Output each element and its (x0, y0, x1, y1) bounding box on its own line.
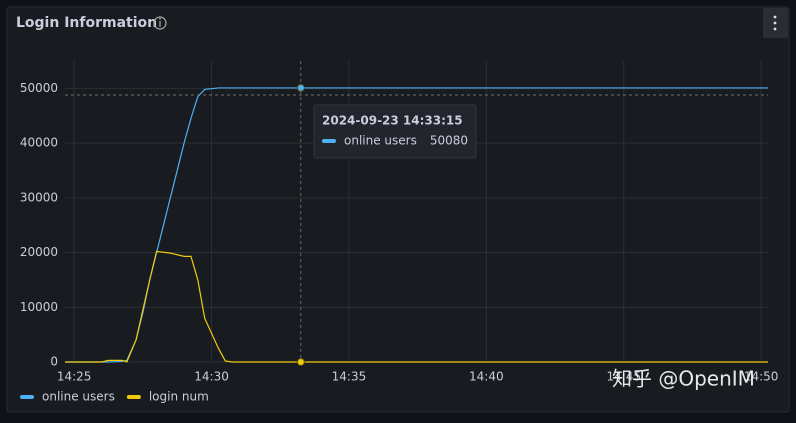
hover-point (296, 358, 305, 366)
tooltip-time: 2024-09-23 14:33:15 (322, 114, 463, 128)
x-tick-label: 14:45 (606, 370, 641, 384)
series-line (65, 87, 768, 363)
panel-title: Login Information (16, 15, 157, 31)
legend-swatch (126, 395, 141, 399)
hover-point (296, 83, 305, 92)
tooltip-value: 50080 (430, 134, 468, 148)
x-tick-label: 14:30 (194, 370, 229, 384)
legend-swatch (20, 395, 34, 399)
y-tick-label: 0 (50, 355, 58, 369)
x-tick-label: 14:40 (469, 370, 504, 384)
tooltip-series: online users (344, 134, 417, 148)
legend-label: online users (42, 390, 115, 404)
x-tick-label: 14:50 (744, 370, 779, 384)
tooltip-box (313, 104, 477, 159)
watermark: 知乎 @OpenIM (612, 367, 755, 391)
y-tick-label: 40000 (20, 136, 58, 150)
tooltip-swatch (322, 139, 336, 143)
x-tick-label: 14:25 (57, 370, 92, 384)
y-tick-label: 10000 (20, 300, 58, 314)
y-tick-label: 50000 (20, 81, 58, 95)
y-tick-label: 30000 (20, 190, 58, 204)
x-tick-label: 14:35 (332, 370, 367, 384)
info-icon[interactable] (153, 16, 167, 30)
series-line (65, 250, 768, 363)
panel-frame (6, 6, 790, 413)
menu-button[interactable] (763, 8, 788, 38)
legend-label: login num (149, 390, 209, 404)
y-tick-label: 20000 (20, 245, 58, 259)
